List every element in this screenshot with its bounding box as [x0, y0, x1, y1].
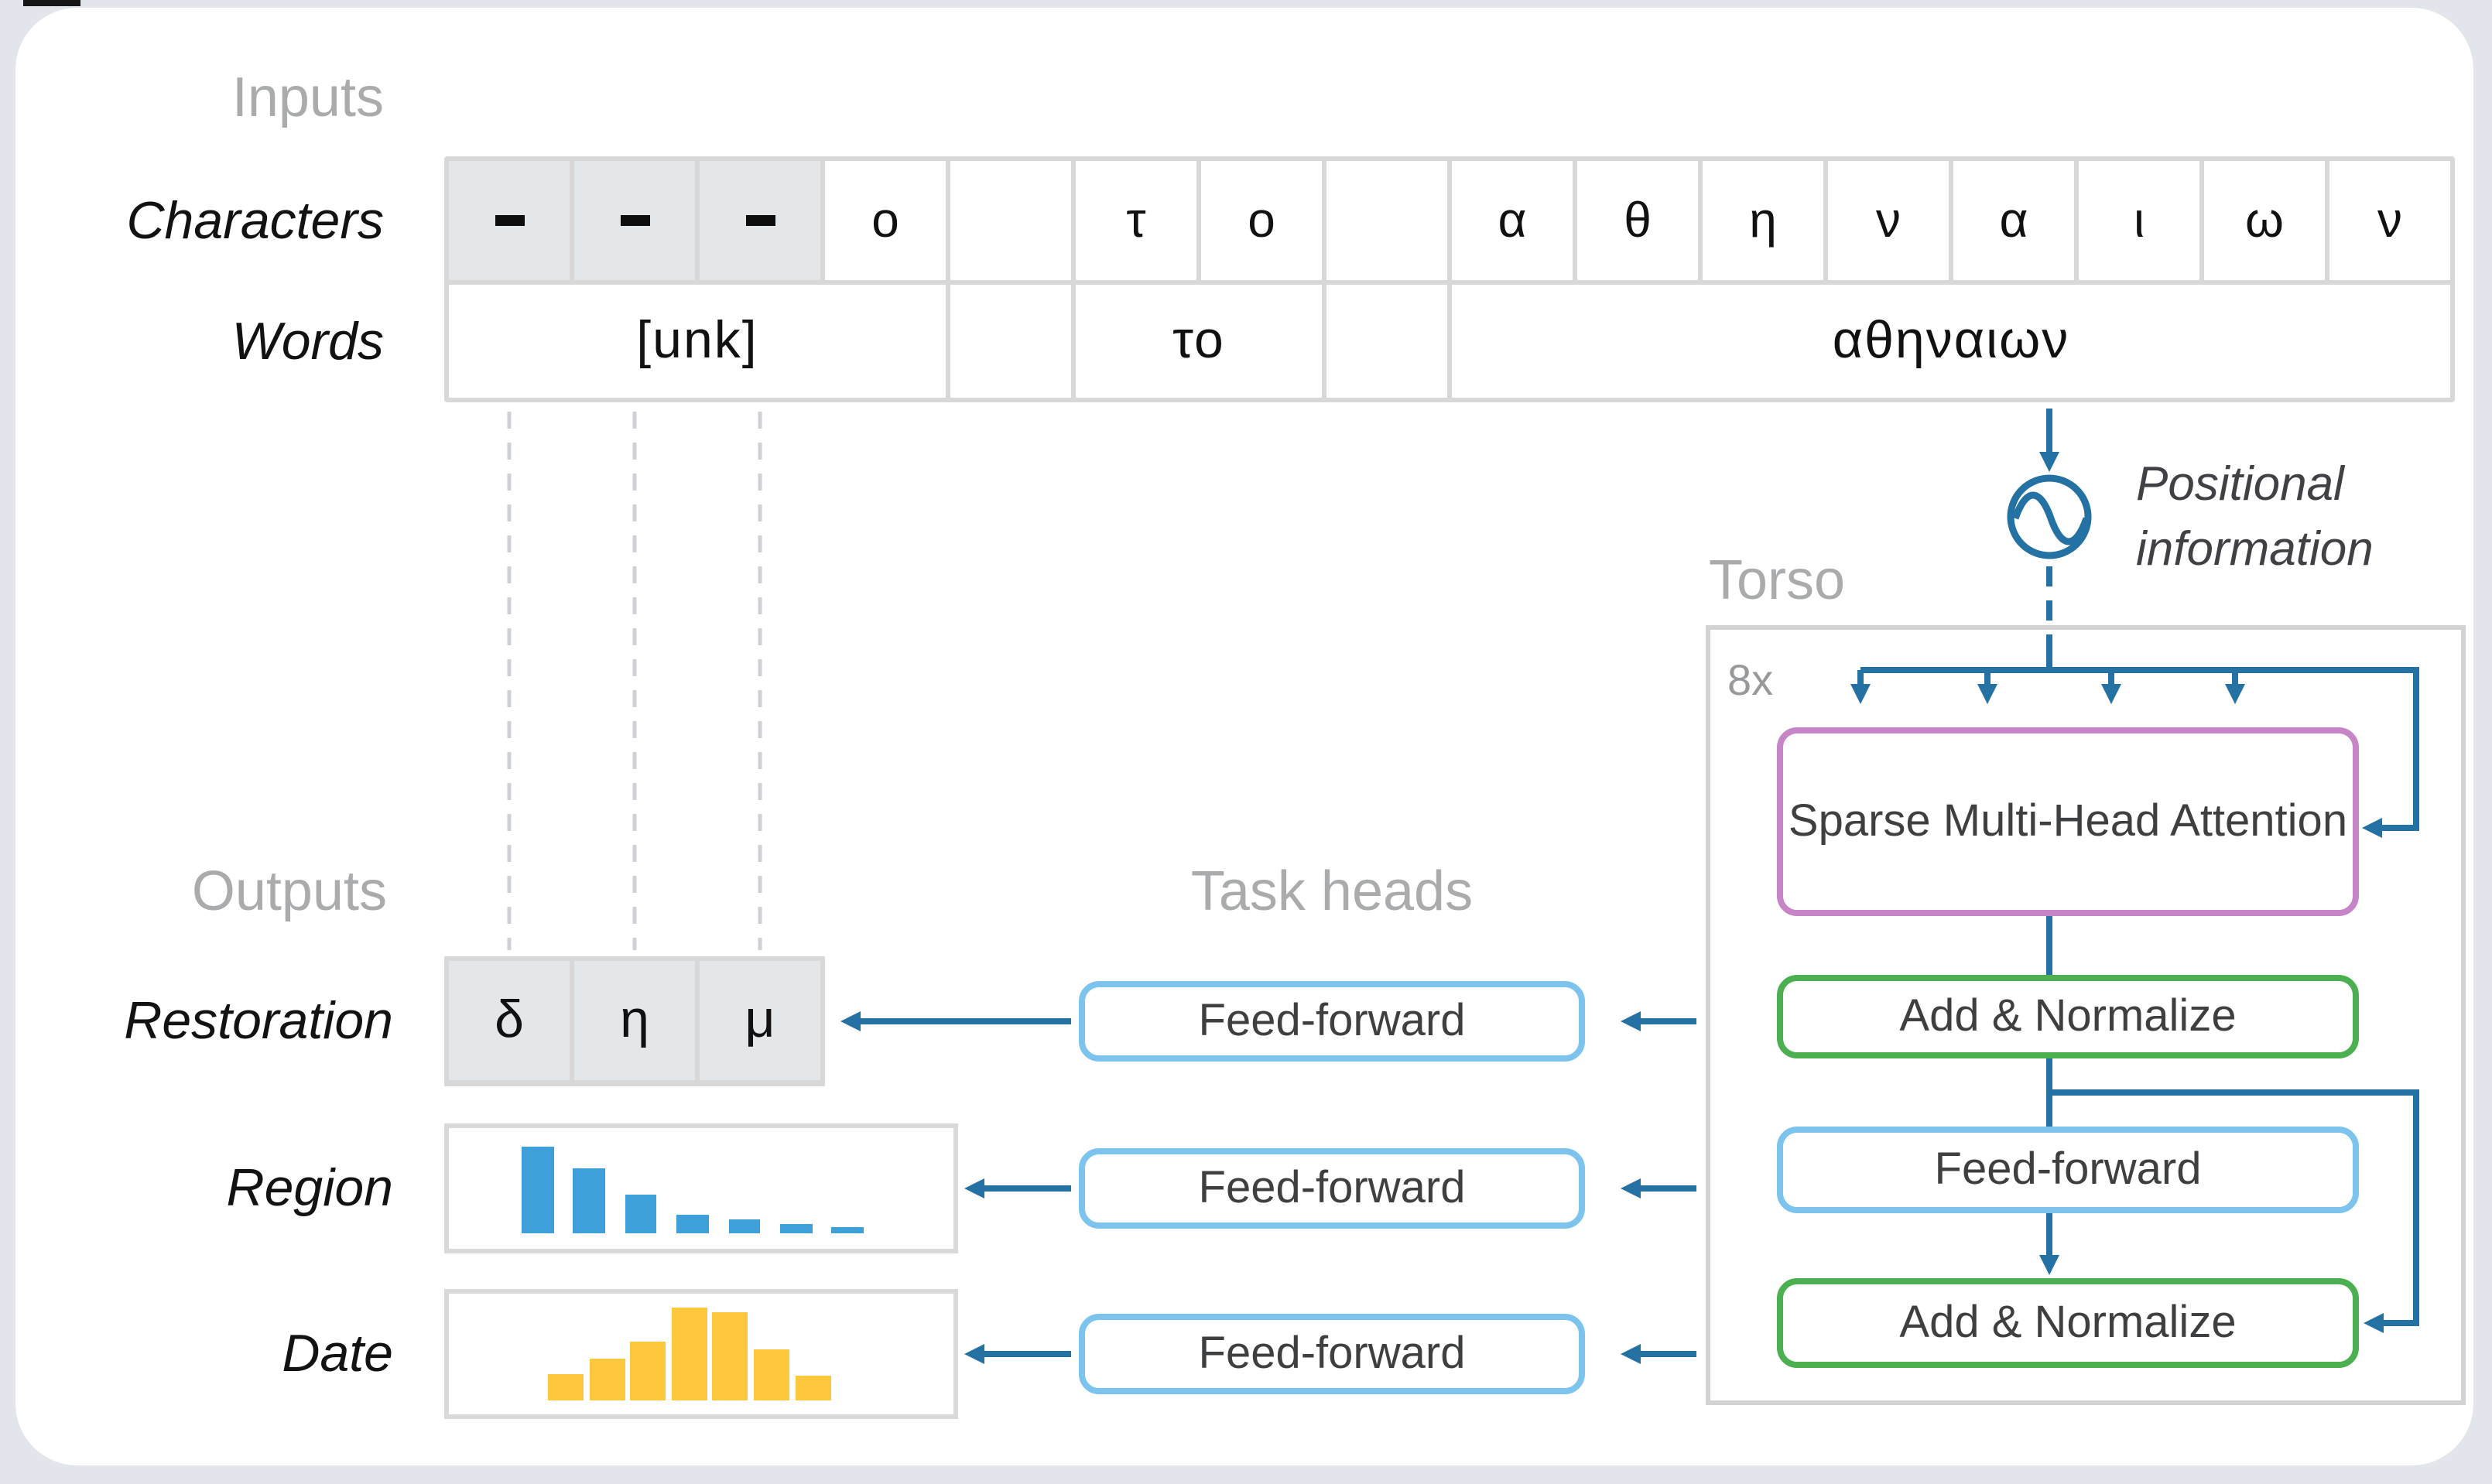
region-bar — [676, 1215, 709, 1233]
char-cell: ν — [1828, 161, 1949, 280]
masked-char-dashed-connectors — [507, 412, 762, 950]
date-bar — [630, 1342, 666, 1400]
char-cell: α — [1452, 161, 1573, 280]
torso-section-label: Torso — [1709, 548, 1846, 611]
region-bar — [780, 1223, 812, 1233]
region-distribution-chart — [444, 1123, 958, 1253]
date-bar — [589, 1359, 625, 1400]
char-cell: o — [825, 161, 946, 280]
date-bar — [795, 1375, 831, 1400]
inputs-section-label: Inputs — [231, 65, 384, 128]
date-distribution-chart — [444, 1289, 958, 1419]
add-normalize-block-2: Add & Normalize — [1777, 1278, 2359, 1368]
input-token-grid: - - - o τ o α θ η ν α ι ω ν [unk] το αθη… — [444, 156, 2455, 402]
char-cell-masked: - — [700, 161, 820, 280]
task-head-feed-forward-region: Feed-forward — [1079, 1148, 1585, 1229]
torso-feed-forward-block: Feed-forward — [1777, 1127, 2359, 1213]
positional-encoding-icon — [2007, 474, 2092, 559]
char-cell-space — [950, 161, 1071, 280]
char-cell: ω — [2204, 161, 2325, 280]
date-bar — [548, 1374, 584, 1400]
positional-information-label: Positional information — [2136, 456, 2374, 576]
word-cell: αθηναιων — [1452, 285, 2450, 398]
outputs-section-label: Outputs — [191, 859, 387, 922]
char-cell: θ — [1577, 161, 1698, 280]
restored-char-cell: μ — [700, 961, 820, 1080]
task-heads-section-label: Task heads — [1190, 859, 1474, 922]
word-cell-space — [950, 285, 1071, 398]
region-bar — [522, 1147, 553, 1233]
char-cell-space — [1326, 161, 1447, 280]
restoration-output-cells: δ η μ — [444, 956, 825, 1086]
restoration-row-label: Restoration — [124, 992, 393, 1051]
repeat-count-label: 8x — [1727, 656, 1774, 704]
char-cell-masked: - — [574, 161, 695, 280]
char-cell-masked: - — [449, 161, 570, 280]
word-cell-unk: [unk] — [449, 285, 946, 398]
region-bar — [573, 1168, 605, 1233]
residual-skip-connection — [2049, 1089, 2419, 1333]
date-bar — [671, 1308, 707, 1400]
region-bar — [831, 1227, 864, 1233]
region-row-label: Region — [226, 1159, 394, 1218]
char-cell: η — [1703, 161, 1823, 280]
sparse-multi-head-attention-block: Sparse Multi-Head Attention — [1777, 727, 2359, 916]
add-normalize-block-1: Add & Normalize — [1777, 975, 2359, 1058]
date-bar — [754, 1349, 789, 1400]
word-cell-space — [1326, 285, 1447, 398]
task-head-feed-forward-restoration: Feed-forward — [1079, 981, 1585, 1062]
char-cell: ι — [2079, 161, 2199, 280]
region-bar — [625, 1194, 657, 1233]
date-bar — [712, 1312, 748, 1400]
date-row-label: Date — [282, 1325, 393, 1383]
words-row-label: Words — [231, 313, 384, 371]
restored-char-cell: η — [574, 961, 695, 1080]
task-head-feed-forward-date: Feed-forward — [1079, 1314, 1585, 1394]
char-cell: ν — [2329, 161, 2450, 280]
characters-row-label: Characters — [126, 192, 384, 251]
char-cell: α — [1953, 161, 2074, 280]
region-bar — [728, 1219, 761, 1233]
attention-input-bus — [1860, 667, 2419, 838]
char-cell: τ — [1076, 161, 1196, 280]
screen-edge-artifact — [23, 0, 80, 6]
char-cell: o — [1201, 161, 1322, 280]
word-cell: το — [1076, 285, 1322, 398]
restored-char-cell: δ — [449, 961, 570, 1080]
